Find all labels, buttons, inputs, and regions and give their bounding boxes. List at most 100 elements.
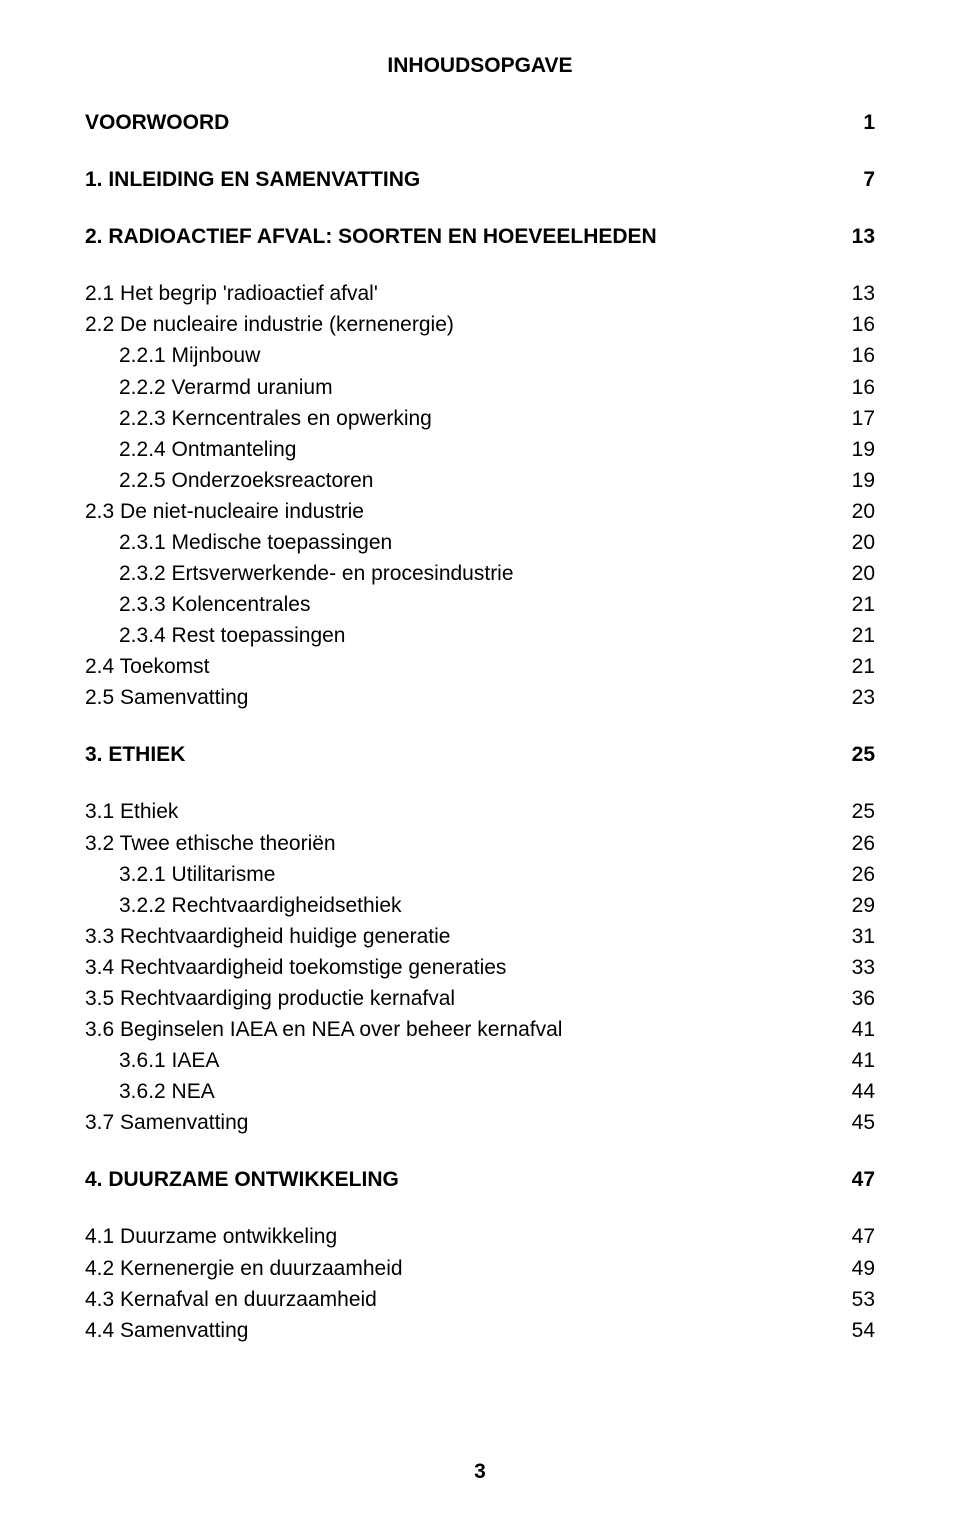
toc-row: 2.3.1 Medische toepassingen20 bbox=[85, 527, 875, 558]
toc-page-number: 7 bbox=[831, 164, 875, 195]
toc-row: 3.5 Rechtvaardiging productie kernafval 3… bbox=[85, 983, 875, 1014]
toc-label: 4. DUURZAME ONTWIKKELING bbox=[85, 1164, 399, 1195]
toc-row: 3.1 Ethiek 25 bbox=[85, 796, 875, 827]
toc-label: 2. RADIOACTIEF AFVAL: SOORTEN EN HOEVEEL… bbox=[85, 221, 657, 252]
toc-label: 3.6.2 NEA bbox=[85, 1076, 215, 1107]
toc-label: 3.2.1 Utilitarisme bbox=[85, 859, 275, 890]
toc-row: VOORWOORD 1 bbox=[85, 107, 875, 138]
toc-label: 3.3 Rechtvaardigheid huidige generatie bbox=[85, 921, 450, 952]
page-number: 3 bbox=[85, 1456, 875, 1487]
toc-row: 2.3.3 Kolencentrales 21 bbox=[85, 589, 875, 620]
toc-row: 4.3 Kernafval en duurzaamheid 53 bbox=[85, 1284, 875, 1315]
toc-page-number: 13 bbox=[831, 278, 875, 309]
toc-block: 3.1 Ethiek 25 3.2 Twee ethische theoriën 26… bbox=[85, 796, 875, 1138]
toc-label: 2.2.5 Onderzoeksreactoren bbox=[85, 465, 373, 496]
toc-label: 2.3.1 Medische toepassingen bbox=[85, 527, 392, 558]
toc-row: 3.2 Twee ethische theoriën 26 bbox=[85, 828, 875, 859]
toc-page-number: 21 bbox=[831, 589, 875, 620]
toc-label: 2.2.3 Kerncentrales en opwerking bbox=[85, 403, 432, 434]
toc-row: 3.4 Rechtvaardigheid toekomstige generat… bbox=[85, 952, 875, 983]
toc-page-number: 19 bbox=[831, 434, 875, 465]
toc-row: 1. INLEIDING EN SAMENVATTING 7 bbox=[85, 164, 875, 195]
toc-page-number: 31 bbox=[831, 921, 875, 952]
toc-label: 4.3 Kernafval en duurzaamheid bbox=[85, 1284, 377, 1315]
toc-page-number: 41 bbox=[831, 1014, 875, 1045]
toc-label: 3.6.1 IAEA bbox=[85, 1045, 219, 1076]
toc-label: 1. INLEIDING EN SAMENVATTING bbox=[85, 164, 420, 195]
toc-page-number: 19 bbox=[831, 465, 875, 496]
toc-page-number: 41 bbox=[831, 1045, 875, 1076]
toc-page-number: 53 bbox=[831, 1284, 875, 1315]
toc-row: 3.6.1 IAEA 41 bbox=[85, 1045, 875, 1076]
toc-label: 2.3.4 Rest toepassingen bbox=[85, 620, 346, 651]
toc-row: 3.6 Beginselen IAEA en NEA over beheer k… bbox=[85, 1014, 875, 1045]
toc-row: 4.1 Duurzame ontwikkeling47 bbox=[85, 1221, 875, 1252]
toc-page-number: 23 bbox=[831, 682, 875, 713]
toc-page-number: 44 bbox=[831, 1076, 875, 1107]
toc-label: 3.2.2 Rechtvaardigheidsethiek bbox=[85, 890, 402, 921]
toc-label: 3.1 Ethiek bbox=[85, 796, 178, 827]
toc-page-number: 16 bbox=[831, 340, 875, 371]
toc-page-number: 29 bbox=[831, 890, 875, 921]
toc-block: 4. DUURZAME ONTWIKKELING 47 bbox=[85, 1164, 875, 1195]
toc-label: 3. ETHIEK bbox=[85, 739, 185, 770]
toc-page-number: 25 bbox=[831, 796, 875, 827]
toc-label: 3.2 Twee ethische theoriën bbox=[85, 828, 336, 859]
toc-row: 2.4 Toekomst21 bbox=[85, 651, 875, 682]
toc-label: 2.2.1 Mijnbouw bbox=[85, 340, 260, 371]
toc-row: 2.2.2 Verarmd uranium16 bbox=[85, 372, 875, 403]
toc-page-number: 47 bbox=[831, 1164, 875, 1195]
toc-row: 2.2.4 Ontmanteling 19 bbox=[85, 434, 875, 465]
toc-page-number: 17 bbox=[831, 403, 875, 434]
toc-label: VOORWOORD bbox=[85, 107, 229, 138]
toc-row: 2.3.4 Rest toepassingen 21 bbox=[85, 620, 875, 651]
toc-row: 2.3 De niet-nucleaire industrie 20 bbox=[85, 496, 875, 527]
toc-row: 2.3.2 Ertsverwerkende- en procesindustri… bbox=[85, 558, 875, 589]
toc-label: 2.3 De niet-nucleaire industrie bbox=[85, 496, 364, 527]
toc-page-number: 26 bbox=[831, 859, 875, 890]
toc-label: 4.4 Samenvatting bbox=[85, 1315, 248, 1346]
toc-row: 2.2.1 Mijnbouw 16 bbox=[85, 340, 875, 371]
toc-label: 2.3.2 Ertsverwerkende- en procesindustri… bbox=[85, 558, 514, 589]
toc-row: 2.5 Samenvatting 23 bbox=[85, 682, 875, 713]
toc-page-number: 45 bbox=[831, 1107, 875, 1138]
toc-label: 3.4 Rechtvaardigheid toekomstige generat… bbox=[85, 952, 506, 983]
toc-block: 1. INLEIDING EN SAMENVATTING 7 bbox=[85, 164, 875, 195]
table-of-contents: VOORWOORD 1 1. INLEIDING EN SAMENVATTING 7 2… bbox=[85, 107, 875, 1346]
toc-page-number: 25 bbox=[831, 739, 875, 770]
toc-row: 2.2.3 Kerncentrales en opwerking 17 bbox=[85, 403, 875, 434]
toc-page-number: 16 bbox=[831, 309, 875, 340]
toc-row: 3.7 Samenvatting 45 bbox=[85, 1107, 875, 1138]
toc-label: 2.2 De nucleaire industrie (kernenergie) bbox=[85, 309, 454, 340]
toc-row: 4.2 Kernenergie en duurzaamheid 49 bbox=[85, 1253, 875, 1284]
toc-page-number: 36 bbox=[831, 983, 875, 1014]
toc-page-number: 49 bbox=[831, 1253, 875, 1284]
toc-label: 3.7 Samenvatting bbox=[85, 1107, 248, 1138]
toc-row: 3.2.1 Utilitarisme 26 bbox=[85, 859, 875, 890]
toc-row: 3. ETHIEK 25 bbox=[85, 739, 875, 770]
toc-label: 3.6 Beginselen IAEA en NEA over beheer k… bbox=[85, 1014, 562, 1045]
toc-block: 2.1 Het begrip 'radioactief afval'132.2 … bbox=[85, 278, 875, 713]
toc-row: 3.6.2 NEA 44 bbox=[85, 1076, 875, 1107]
toc-page-number: 21 bbox=[831, 651, 875, 682]
toc-label: 3.5 Rechtvaardiging productie kernafval bbox=[85, 983, 455, 1014]
toc-page-number: 1 bbox=[831, 107, 875, 138]
toc-label: 2.2.4 Ontmanteling bbox=[85, 434, 296, 465]
toc-block: VOORWOORD 1 bbox=[85, 107, 875, 138]
toc-row: 2.1 Het begrip 'radioactief afval' 13 bbox=[85, 278, 875, 309]
toc-label: 2.5 Samenvatting bbox=[85, 682, 248, 713]
toc-row: 3.2.2 Rechtvaardigheidsethiek 29 bbox=[85, 890, 875, 921]
toc-label: 4.1 Duurzame ontwikkeling bbox=[85, 1221, 337, 1252]
toc-page-number: 33 bbox=[831, 952, 875, 983]
toc-label: 4.2 Kernenergie en duurzaamheid bbox=[85, 1253, 403, 1284]
toc-page-number: 20 bbox=[831, 558, 875, 589]
toc-page-number: 20 bbox=[831, 496, 875, 527]
toc-page-number: 26 bbox=[831, 828, 875, 859]
toc-page-number: 21 bbox=[831, 620, 875, 651]
toc-row: 2.2 De nucleaire industrie (kernenergie)… bbox=[85, 309, 875, 340]
toc-row: 4. DUURZAME ONTWIKKELING 47 bbox=[85, 1164, 875, 1195]
toc-label: 2.2.2 Verarmd uranium bbox=[85, 372, 333, 403]
toc-page-number: 54 bbox=[831, 1315, 875, 1346]
toc-label: 2.1 Het begrip 'radioactief afval' bbox=[85, 278, 378, 309]
toc-label: 2.3.3 Kolencentrales bbox=[85, 589, 310, 620]
